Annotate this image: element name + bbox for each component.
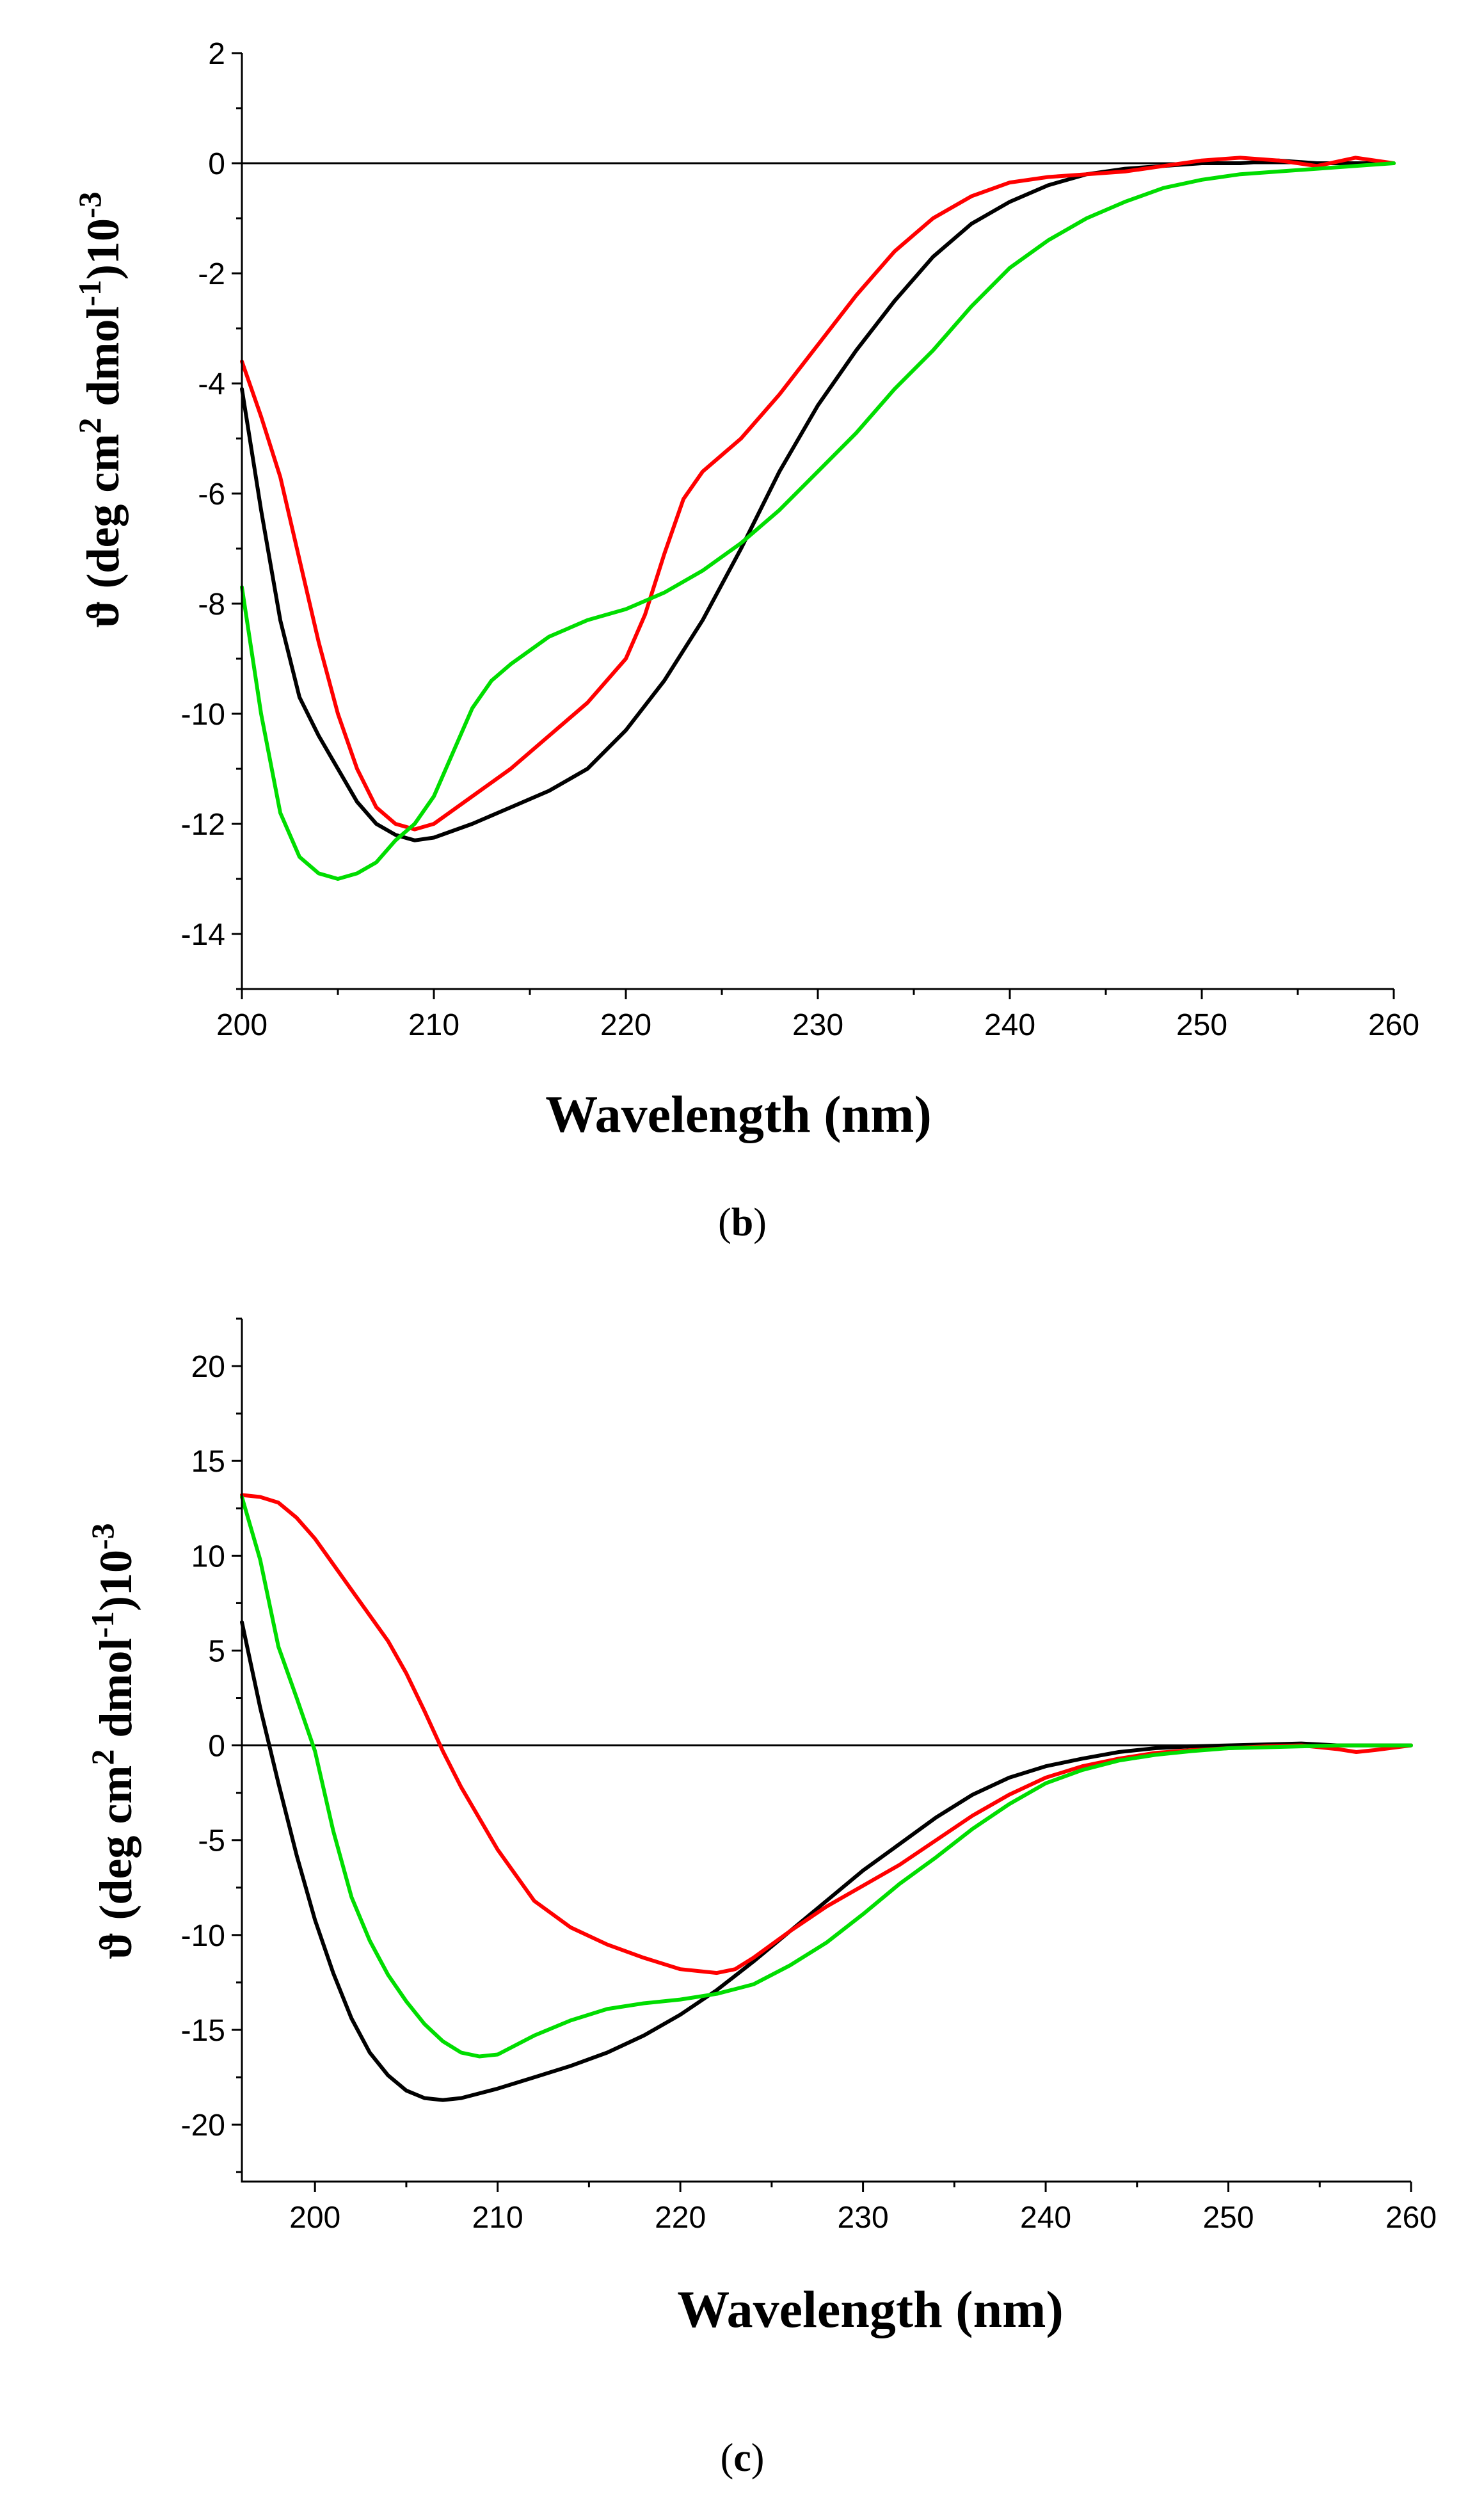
panel-c-y-tick-label: 20 <box>191 1350 225 1384</box>
panel-c-series-green-line <box>240 1495 1413 2059</box>
panel-c-caption: (c) <box>721 2436 765 2480</box>
panel-c-x-tick-label: 260 <box>1385 2201 1437 2235</box>
panel-b-y-ticks: -14 -12 -10 -8 -6 -4 -2 0 2 <box>181 37 242 990</box>
panel-c-x-axis-label: Wavelength (nm) <box>677 2280 1064 2338</box>
panel-b-y-axis-label: ϑ (deg cm2 dmol-1)10-3 <box>72 191 129 627</box>
panel-b-chart: ϑ (deg cm2 dmol-1)10-3 -14 -12 -10 -8 -6 -4 -2… <box>72 37 1419 1244</box>
panel-c-x-tick-label: 220 <box>655 2201 706 2235</box>
panel-b-x-tick-label: 220 <box>600 1008 651 1042</box>
panel-b-x-ticks: 200 210 220 230 240 250 260 <box>216 989 1419 1042</box>
panel-c-x-ticks: 200 210 220 230 240 250 260 <box>289 2182 1437 2235</box>
panel-b-x-tick-label: 250 <box>1176 1008 1227 1042</box>
panel-b-y-tick-label: -2 <box>198 257 225 291</box>
panel-b-y-tick-label: -8 <box>198 588 225 622</box>
panel-b-x-tick-label: 240 <box>984 1008 1035 1042</box>
panel-b-y-tick-label: -4 <box>198 367 225 401</box>
panel-c-y-tick-label: 5 <box>208 1634 225 1668</box>
panel-c-y-ticks: -20 -15 -10 -5 0 5 10 15 20 <box>181 1317 242 2173</box>
panel-b-y-tick-label: 2 <box>208 37 225 71</box>
panel-b-x-axis-label: Wavelength (nm) <box>545 1085 932 1143</box>
panel-c-y-tick-label: -10 <box>181 1919 225 1953</box>
panel-b-x-tick-label: 230 <box>792 1008 843 1042</box>
panel-b-series-red-line <box>240 156 1396 832</box>
panel-b-y-tick-label: 0 <box>208 147 225 181</box>
panel-c-series-group <box>240 1493 1413 2102</box>
panel-b-y-tick-label: -12 <box>181 808 225 842</box>
panel-c-y-tick-label: -20 <box>181 2109 225 2143</box>
panel-c-axes-frame <box>241 1319 1411 2183</box>
panel-c-y-axis-label: ϑ (deg cm2 dmol-1)10-3 <box>84 1523 141 1959</box>
panel-b-y-tick-label: -10 <box>181 698 225 732</box>
panel-c-y-tick-label: 0 <box>208 1730 225 1764</box>
panel-c-chart: ϑ (deg cm2 dmol-1)10-3 -20 -15 -10 -5 0 5 10 15… <box>84 1317 1437 2480</box>
panel-b-axes-frame <box>241 53 1394 990</box>
panel-b-series-group <box>240 156 1396 881</box>
panel-b-series-green-line <box>240 161 1396 881</box>
panel-c-y-tick-label: -15 <box>181 2014 225 2048</box>
panel-c-x-tick-label: 210 <box>472 2201 523 2235</box>
panel-b-x-tick-label: 200 <box>216 1008 267 1042</box>
svg-text:ϑ (deg cm2 dmol-1)10-3: ϑ (deg cm2 dmol-1)10-3 <box>84 1523 141 1959</box>
panel-c-x-tick-label: 230 <box>838 2201 889 2235</box>
panel-b-y-tick-label: -6 <box>198 478 225 511</box>
panel-c-x-tick-label: 250 <box>1202 2201 1254 2235</box>
panel-c-y-tick-label: 15 <box>191 1445 225 1479</box>
panel-c-y-tick-label: 10 <box>191 1540 225 1573</box>
svg-text:ϑ (deg cm2 dmol-1)10-3: ϑ (deg cm2 dmol-1)10-3 <box>72 191 129 627</box>
panel-b-x-tick-label: 260 <box>1368 1008 1419 1042</box>
panel-b-y-tick-label: -14 <box>181 918 225 952</box>
panel-c-x-tick-label: 240 <box>1020 2201 1071 2235</box>
panel-b-x-tick-label: 210 <box>408 1008 459 1042</box>
panel-c-y-tick-label: -5 <box>198 1824 225 1858</box>
panel-c-x-tick-label: 200 <box>289 2201 340 2235</box>
panel-b-caption: (b) <box>718 1201 767 1244</box>
panel-c-series-black-line <box>240 1620 1413 2102</box>
